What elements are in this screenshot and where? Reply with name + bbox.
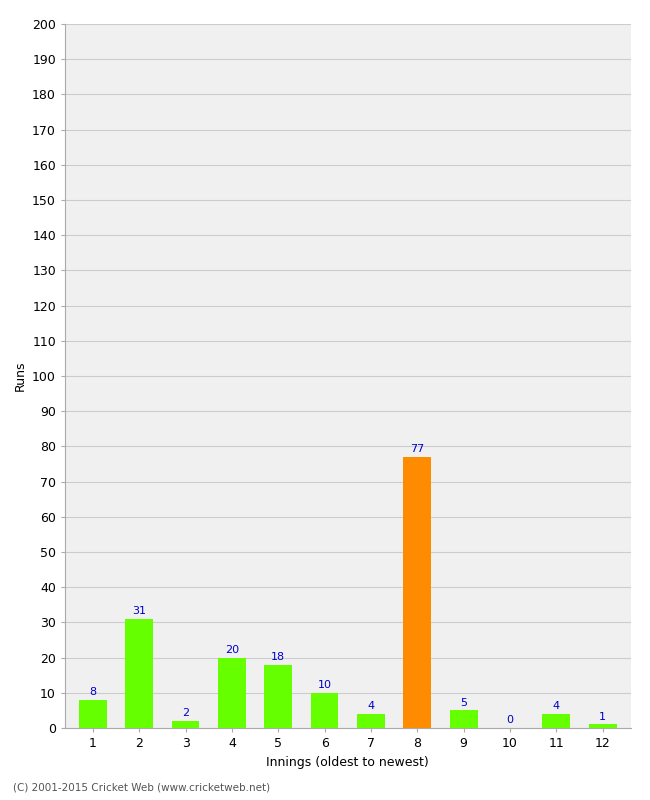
Text: 31: 31 [132, 606, 146, 616]
Text: 4: 4 [367, 701, 374, 711]
Text: 18: 18 [271, 652, 285, 662]
Text: 0: 0 [506, 715, 514, 725]
Bar [218, 658, 246, 728]
Text: 1: 1 [599, 712, 606, 722]
Bar [311, 693, 339, 728]
Bar [404, 457, 431, 728]
Bar [265, 665, 292, 728]
Bar [125, 619, 153, 728]
X-axis label: Innings (oldest to newest): Innings (oldest to newest) [266, 755, 429, 769]
Bar [357, 714, 385, 728]
Bar [543, 714, 570, 728]
Bar [172, 721, 200, 728]
Text: 8: 8 [89, 687, 96, 697]
Text: 5: 5 [460, 698, 467, 707]
Text: 4: 4 [552, 701, 560, 711]
Bar [589, 725, 617, 728]
Text: 10: 10 [318, 680, 332, 690]
Y-axis label: Runs: Runs [14, 361, 27, 391]
Text: 20: 20 [225, 645, 239, 654]
Text: 2: 2 [182, 708, 189, 718]
Bar [79, 700, 107, 728]
Bar [450, 710, 478, 728]
Text: 77: 77 [410, 444, 424, 454]
Text: (C) 2001-2015 Cricket Web (www.cricketweb.net): (C) 2001-2015 Cricket Web (www.cricketwe… [13, 782, 270, 792]
